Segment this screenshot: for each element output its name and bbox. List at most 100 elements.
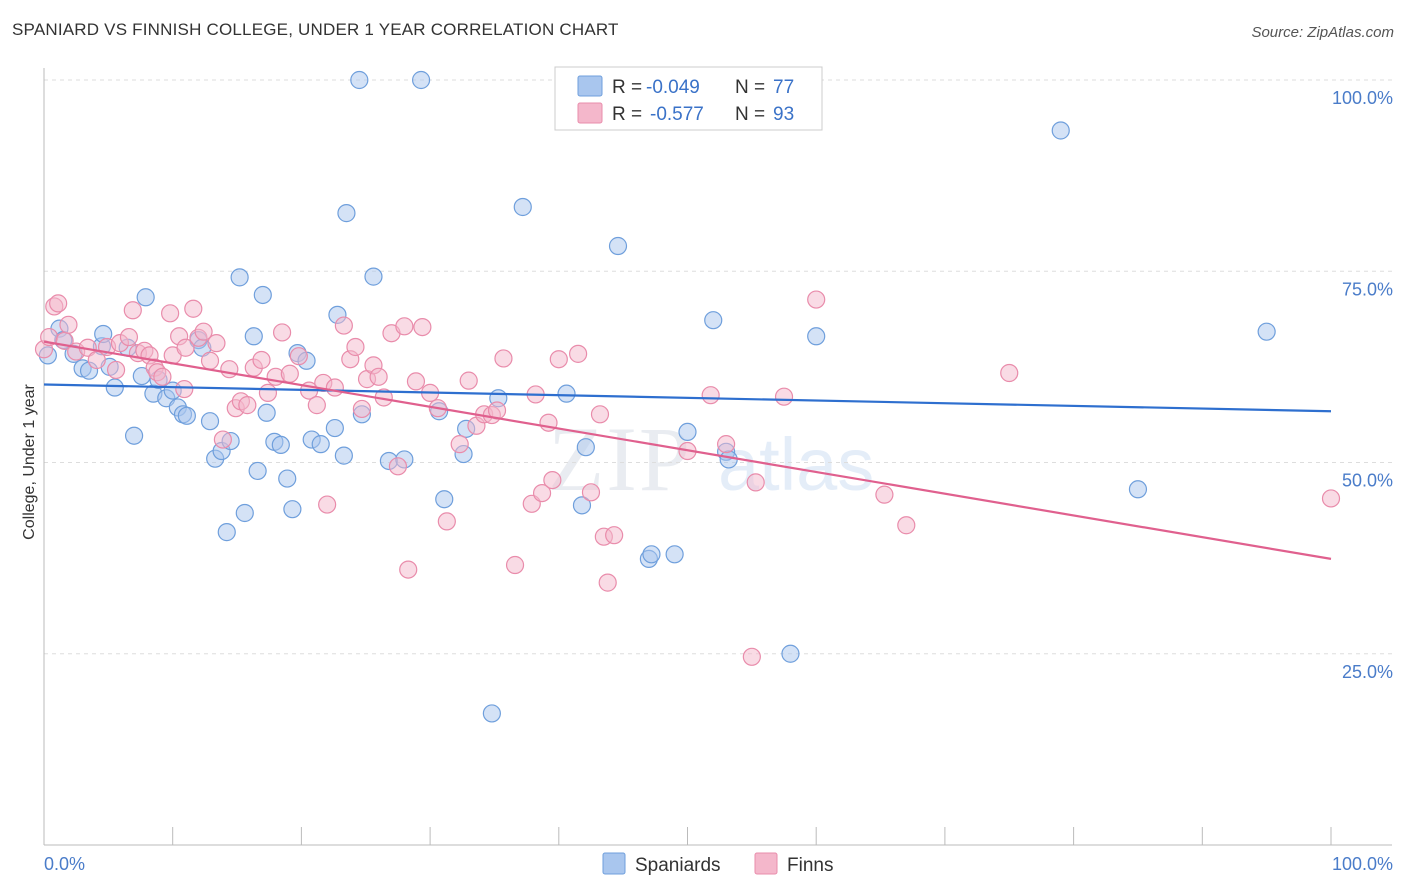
spaniard-point: [411, 70, 431, 90]
spaniard-point: [482, 704, 501, 723]
y-tick-label: 75.0%: [1342, 279, 1393, 299]
finn-point: [450, 435, 469, 454]
y-axis-label: College, Under 1 year: [21, 384, 38, 540]
legend-n-label-1: N =: [735, 77, 765, 98]
spaniard-point: [572, 496, 592, 515]
spaniard-point: [337, 204, 356, 223]
spaniard-point: [136, 288, 155, 307]
spaniard-point: [781, 644, 800, 663]
finns-trend-line: [43, 340, 1332, 560]
spaniard-point: [311, 435, 330, 454]
legend: R = -0.049 N = 77 R = -0.577 N = 93: [554, 66, 823, 131]
bottom-legend-label-finns: Finns: [787, 855, 833, 876]
legend-n-value-2: 93: [773, 104, 794, 125]
y-tick-label: 100.0%: [1332, 88, 1393, 108]
finn-point: [106, 360, 126, 380]
finn-point: [701, 386, 720, 405]
bottom-legend-label-spaniards: Spaniards: [635, 855, 721, 876]
spaniard-point: [807, 327, 826, 346]
bottom-legend-swatch-spaniards: [602, 852, 626, 875]
finn-point: [307, 396, 326, 415]
finn-point: [280, 364, 299, 383]
finn-point: [875, 485, 894, 504]
spaniard-point: [283, 500, 302, 519]
watermark: ZIP atlas: [548, 408, 874, 510]
finn-point: [581, 483, 601, 502]
finn-point: [184, 299, 203, 318]
finn-point: [774, 387, 794, 406]
legend-r-label-2: R =: [612, 104, 642, 125]
finn-point: [213, 430, 232, 449]
finn-point: [153, 367, 172, 386]
legend-r-label-1: R =: [612, 77, 642, 98]
finn-point: [549, 350, 568, 369]
spaniards-trend-line: [43, 383, 1332, 413]
spaniard-point: [105, 378, 124, 397]
spaniard-point: [704, 311, 723, 330]
spaniard-point: [557, 384, 576, 403]
legend-n-value-1: 77: [773, 77, 794, 98]
legend-swatch-finns: [577, 102, 603, 124]
spaniard-point: [217, 523, 236, 542]
finn-point: [598, 573, 617, 592]
spaniard-point: [435, 490, 454, 509]
finn-point: [346, 337, 365, 357]
finn-point: [590, 405, 610, 424]
spaniard-point: [230, 268, 249, 287]
legend-r-value-1: -0.049: [646, 77, 700, 98]
finn-point: [252, 350, 271, 370]
spaniard-point: [124, 426, 144, 445]
bottom-legend: Spaniards Finns: [602, 852, 833, 876]
finn-point: [505, 555, 525, 575]
finn-point: [746, 473, 765, 492]
finn-point: [318, 495, 337, 514]
finn-point: [1000, 363, 1019, 383]
finn-point: [897, 516, 916, 535]
spaniard-point: [678, 422, 697, 441]
finn-point: [494, 349, 513, 368]
finn-point: [1321, 489, 1341, 508]
spaniard-point: [235, 503, 254, 523]
finn-point: [569, 344, 588, 363]
finn-point: [399, 560, 418, 579]
finn-point: [238, 396, 257, 415]
legend-swatch-spaniards: [577, 75, 603, 97]
spaniard-point: [177, 406, 196, 425]
x-tick-label-max: 100.0%: [1332, 854, 1393, 874]
finn-point: [388, 457, 408, 476]
spaniard-point: [200, 412, 220, 431]
y-tick-labels: 25.0% 50.0% 75.0% 100.0%: [1332, 88, 1393, 682]
finn-point: [413, 317, 432, 337]
finn-point: [352, 399, 371, 419]
data-points: [34, 70, 1341, 723]
finn-point: [742, 647, 761, 666]
finn-point: [119, 327, 139, 347]
finn-point: [406, 372, 426, 391]
spaniard-point: [513, 197, 532, 217]
finn-point: [532, 484, 552, 503]
source-label: Source: ZipAtlas.com: [1251, 24, 1394, 41]
svg-text:ZIP: ZIP: [548, 408, 692, 510]
spaniard-point: [248, 461, 267, 481]
spaniard-point: [719, 450, 738, 469]
finn-point: [220, 360, 239, 379]
spaniard-point: [576, 438, 595, 457]
legend-n-label-2: N =: [735, 104, 765, 125]
chart-title: SPANIARD VS FINNISH COLLEGE, UNDER 1 YEA…: [12, 20, 619, 39]
finn-point: [161, 304, 180, 323]
spaniard-point: [350, 70, 369, 90]
spaniard-point: [253, 285, 272, 305]
bottom-legend-swatch-finns: [754, 852, 778, 875]
spaniard-point: [364, 267, 383, 286]
finn-point: [59, 315, 78, 334]
finn-point: [395, 317, 414, 336]
spaniard-point: [278, 469, 297, 488]
finn-point: [272, 323, 292, 342]
spaniard-point: [608, 236, 628, 256]
finn-point: [543, 470, 562, 490]
finn-point: [807, 290, 826, 309]
y-tick-label: 25.0%: [1342, 662, 1393, 682]
spaniard-point: [244, 327, 263, 346]
spaniard-point: [1128, 480, 1148, 499]
spaniard-point: [1051, 121, 1070, 140]
